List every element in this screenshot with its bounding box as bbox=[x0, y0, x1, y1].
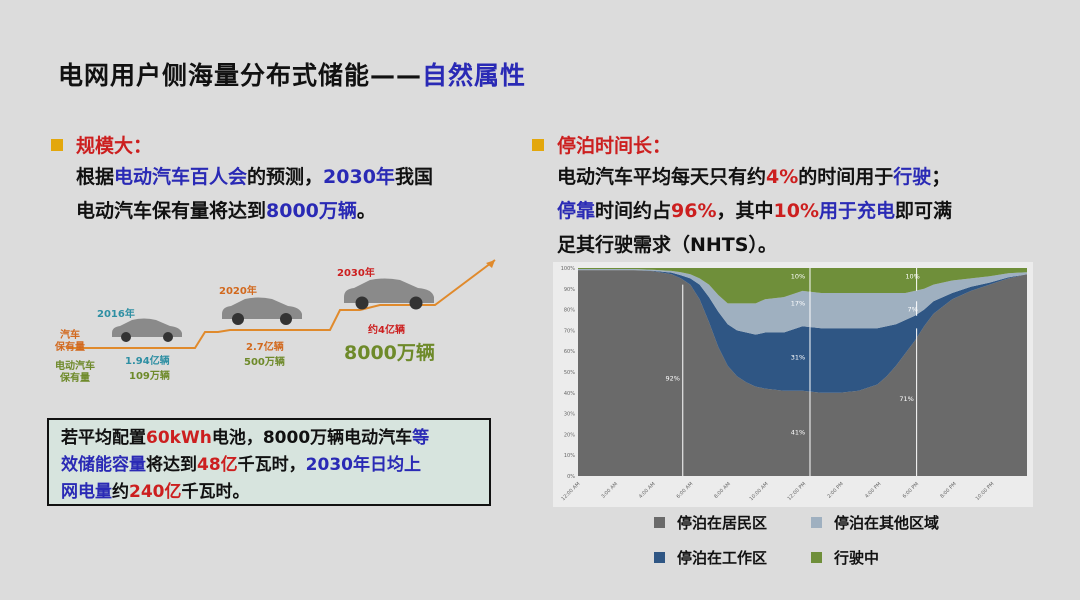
right-paragraph-line3: 足其行驶需求（NHTS）。 bbox=[557, 234, 777, 256]
parking-time-chart: 92% 41% 31% 17% 10% 10% 7% 71% 0% 10% 20% 30% 40% 50… bbox=[553, 262, 1033, 507]
y-tick-label: 40% bbox=[564, 391, 575, 397]
growth-line bbox=[66, 259, 496, 349]
area-series-2 bbox=[578, 269, 1027, 335]
y-tick-label: 60% bbox=[564, 349, 575, 355]
legend-swatch-residential bbox=[654, 517, 665, 528]
annotation-label: 7% bbox=[907, 306, 917, 314]
area-series-3 bbox=[578, 268, 1027, 304]
legend-label: 停泊在其他区域 bbox=[834, 514, 940, 532]
ev-value: 500万辆 bbox=[244, 357, 285, 368]
y-tick-label: 0% bbox=[567, 474, 575, 480]
y-tick-label: 80% bbox=[564, 308, 575, 314]
year-label: 2016年 bbox=[97, 309, 135, 320]
legend-label: 停泊在居民区 bbox=[677, 514, 768, 532]
left-paragraph-line2: 电动汽车保有量将达到8000万辆。 bbox=[76, 200, 376, 222]
car-icon bbox=[112, 318, 182, 342]
annotation-label: 10% bbox=[791, 272, 805, 280]
row-label-cars: 汽车 保有量 bbox=[55, 330, 85, 353]
right-heading: 停泊时间长： bbox=[557, 135, 672, 157]
cars-value: 1.94亿辆 bbox=[125, 356, 170, 367]
ev-value-highlight: 8000万辆 bbox=[344, 342, 435, 364]
bullet-icon bbox=[51, 139, 63, 151]
left-heading: 规模大： bbox=[76, 135, 153, 157]
row-label-ev: 电动汽车 保有量 bbox=[55, 361, 95, 384]
y-tick-label: 20% bbox=[564, 432, 575, 438]
annotation-label: 10% bbox=[905, 272, 919, 280]
y-tick-label: 50% bbox=[564, 370, 575, 376]
ev-value: 109万辆 bbox=[129, 371, 170, 382]
y-tick-label: 90% bbox=[564, 287, 575, 293]
annotation-label: 41% bbox=[791, 428, 805, 436]
arrow-head-icon bbox=[486, 260, 495, 268]
annotation-label: 71% bbox=[899, 395, 913, 403]
right-paragraph-line1: 电动汽车平均每天只有约4%的时间用于行驶； bbox=[557, 166, 951, 188]
bullet-icon bbox=[532, 139, 544, 151]
cars-value: 2.7亿辆 bbox=[246, 342, 284, 353]
storage-info-box: 若平均配置60kWh电池，8000万辆电动汽车等 效储能容量将达到48亿千瓦时，… bbox=[47, 418, 491, 506]
y-tick-label: 10% bbox=[564, 453, 575, 459]
y-tick-label: 70% bbox=[564, 328, 575, 334]
year-label: 2020年 bbox=[219, 286, 257, 297]
legend-label: 停泊在工作区 bbox=[677, 549, 768, 567]
car-icon bbox=[222, 297, 302, 325]
area-series-1 bbox=[578, 270, 1027, 393]
legend-label: 行驶中 bbox=[834, 549, 880, 567]
area-series-0 bbox=[578, 270, 1027, 476]
legend-swatch-work bbox=[654, 552, 665, 563]
y-tick-label: 100% bbox=[561, 266, 576, 272]
left-paragraph-line1: 根据电动汽车百人会的预测，2030年我国 bbox=[76, 166, 433, 188]
cars-value: 约4亿辆 bbox=[368, 325, 405, 336]
annotation-label: 17% bbox=[791, 299, 805, 307]
annotation-label: 92% bbox=[666, 374, 680, 382]
box-line1: 若平均配置60kWh电池，8000万辆电动汽车等 bbox=[61, 428, 430, 448]
page-title: 电网用户侧海量分布式储能——自然属性 bbox=[58, 61, 527, 90]
y-tick-label: 30% bbox=[564, 412, 575, 418]
growth-diagram bbox=[66, 259, 496, 349]
year-label: 2030年 bbox=[337, 268, 375, 279]
right-paragraph-line2: 停靠时间约占96%，其中10%用于充电即可满 bbox=[557, 200, 953, 222]
legend-swatch-other bbox=[811, 517, 822, 528]
box-line3: 网电量约240亿千瓦时。 bbox=[61, 482, 250, 502]
car-icon bbox=[344, 278, 434, 310]
annotation-label: 31% bbox=[791, 354, 805, 362]
legend-swatch-driving bbox=[811, 552, 822, 563]
box-line2: 效储能容量将达到48亿千瓦时，2030年日均上 bbox=[61, 455, 421, 475]
